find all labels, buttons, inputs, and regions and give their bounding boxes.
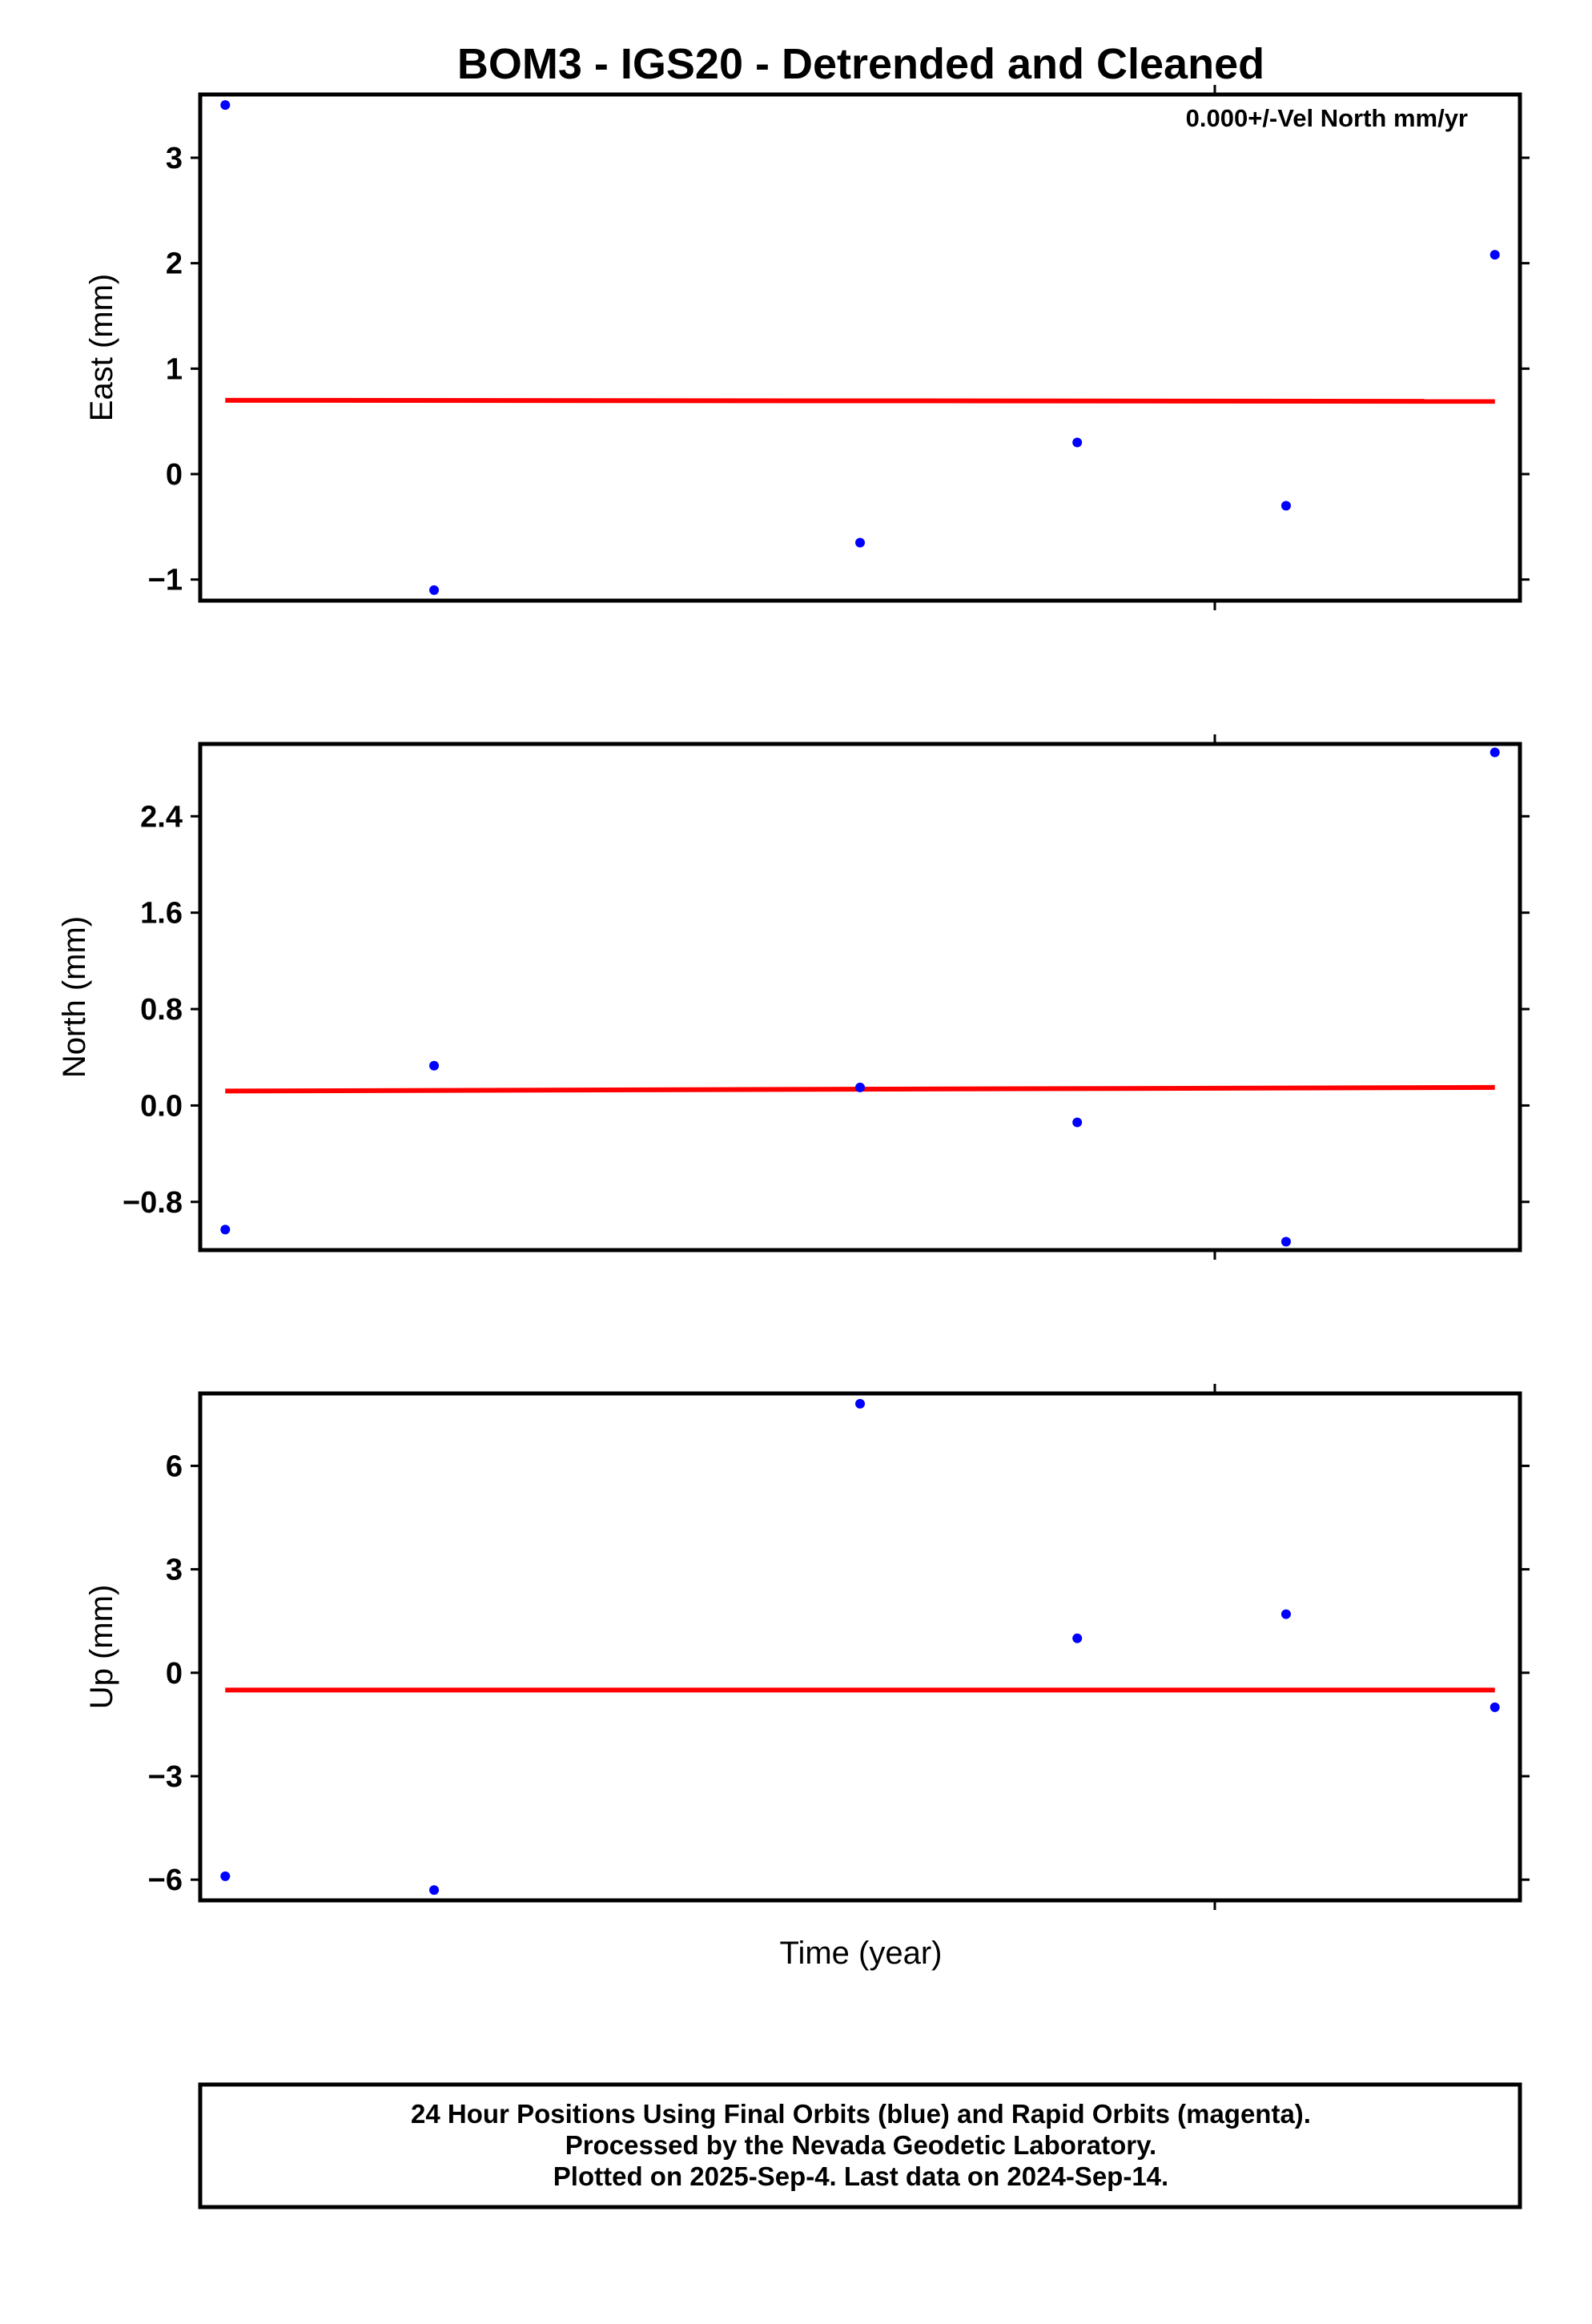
up-ytick-label: −6: [148, 1864, 183, 1897]
up-frame: [198, 1391, 1522, 1903]
east-data-point: [220, 100, 231, 111]
east-trend-line: [225, 397, 1495, 404]
up-axis-label: Up (mm): [84, 1585, 119, 1710]
north-data-point: [1489, 747, 1500, 758]
east-data-point: [855, 537, 865, 548]
north-ytick-label: 0.8: [140, 993, 183, 1027]
up-data-point: [1489, 1702, 1500, 1712]
footer-box: 24 Hour Positions Using Final Orbits (bl…: [198, 2082, 1522, 2209]
x-axis-label: Time (year): [780, 1936, 943, 1971]
north-panel: −0.8 0.0 0.8 1.6 2.4 North (mm): [57, 734, 1530, 1260]
east-panel: −1 0 1 2 3 East (mm) 0.000+/-Vel North mm/yr: [84, 85, 1530, 610]
up-data-point: [855, 1398, 865, 1409]
up-data-point: [1280, 1609, 1291, 1619]
north-data-point: [1280, 1236, 1291, 1247]
chart-panels: −1 0 1 2 3 East (mm) 0.000+/-Vel North mm/yr −0…: [57, 85, 1530, 1910]
north-data-point: [1072, 1117, 1083, 1128]
up-data-point: [1072, 1633, 1083, 1643]
up-ytick-label: −3: [148, 1760, 183, 1794]
east-frame: [198, 92, 1522, 603]
chart-title: BOM3 - IGS20 - Detrended and Cleaned: [457, 40, 1264, 88]
footer-line-3: Plotted on 2025-Sep-4. Last data on 2024…: [553, 2161, 1168, 2191]
footer-line-2: Processed by the Nevada Geodetic Laborat…: [565, 2130, 1156, 2160]
north-ytick-label: 2.4: [140, 800, 183, 834]
up-ytick-label: 6: [166, 1449, 183, 1483]
up-data-point: [429, 1885, 440, 1896]
east-ytick-label: 3: [166, 142, 183, 175]
north-frame: [198, 742, 1522, 1252]
east-data-point: [1489, 250, 1500, 260]
east-axis-label: East (mm): [84, 274, 119, 421]
north-ytick-label: −0.8: [123, 1186, 183, 1220]
up-panel: −6 −3 0 3 6 Up (mm): [84, 1384, 1530, 1910]
east-ytick-label: 1: [166, 352, 183, 386]
north-data-point: [855, 1082, 865, 1092]
east-ytick-label: 2: [166, 247, 183, 281]
north-data-point: [429, 1060, 440, 1071]
east-annotation: 0.000+/-Vel North mm/yr: [1186, 104, 1468, 132]
east-data-point: [1072, 437, 1083, 448]
north-data-point: [220, 1224, 231, 1235]
up-data-point: [220, 1871, 231, 1881]
north-axis-label: North (mm): [57, 916, 92, 1078]
north-ytick-label: 0.0: [140, 1089, 183, 1123]
north-ytick-label: 1.6: [140, 897, 183, 931]
footer-frame: [198, 2082, 1522, 2209]
up-ytick-label: 3: [166, 1554, 183, 1587]
up-ytick-label: 0: [166, 1657, 183, 1691]
footer-line-1: 24 Hour Positions Using Final Orbits (bl…: [411, 2099, 1311, 2129]
east-ytick-label: 0: [166, 458, 183, 492]
east-data-point: [1280, 501, 1291, 511]
east-ytick-label: −1: [148, 564, 183, 597]
east-data-point: [429, 585, 440, 595]
